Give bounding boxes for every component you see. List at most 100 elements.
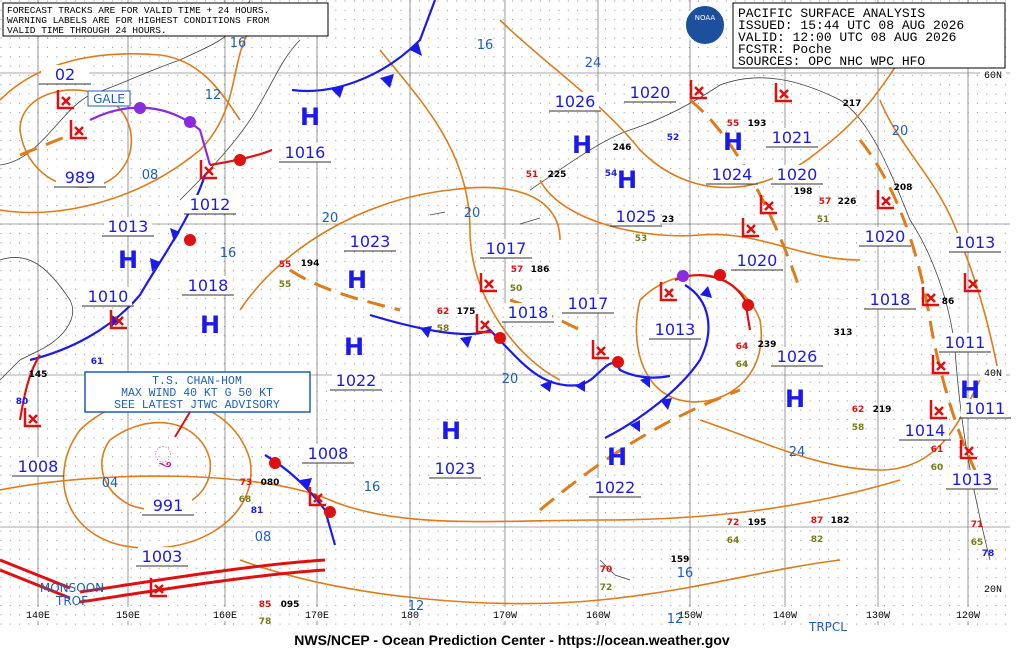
low-symbol [876, 190, 894, 210]
header-line: SOURCES: OPC NHC WPC HFO [738, 54, 925, 69]
pressure-label: 1011 [965, 399, 1006, 418]
occluded-pips [134, 102, 689, 282]
lat-label: 40N [984, 369, 1002, 380]
lon-label-box [208, 607, 242, 621]
storm-icon: ુ [154, 443, 171, 468]
station-value: 70 [600, 565, 613, 575]
station-value: 159 [671, 555, 690, 565]
high-center: H [344, 333, 364, 361]
isobar-label: 20 [892, 124, 909, 139]
pressure-label: 1010 [88, 287, 129, 306]
pressure-label-bg [504, 303, 552, 322]
pressure-label: 1022 [336, 371, 377, 390]
lon-label: 160W [586, 611, 610, 622]
pressure-label-bg [41, 65, 89, 84]
lon-label-box [673, 607, 707, 621]
lon-label: 170W [493, 611, 517, 622]
pressure-label-bg [861, 227, 909, 246]
lon-label: 160E [213, 611, 237, 622]
pressure-label: 1013 [955, 233, 996, 252]
pressure-label: 1018 [188, 276, 229, 295]
lon-label-box [393, 607, 427, 621]
pressure-label-bg [482, 239, 530, 258]
gale-box [87, 90, 131, 107]
pressure-label-bg [941, 333, 989, 352]
pressure-label-bg [304, 444, 352, 463]
station-value: 62 [437, 307, 450, 317]
station-value: 145 [29, 370, 48, 380]
pressure-label-bg [332, 371, 380, 390]
note-line: FORECAST TRACKS ARE FOR VALID TIME + 24 … [7, 5, 269, 16]
gale-label: GALE [93, 92, 125, 106]
pressure-label: 991 [153, 496, 184, 515]
low-symbol [659, 282, 677, 302]
lon-label: 150E [116, 611, 140, 622]
low-symbol [69, 120, 87, 140]
pressure-label: 1020 [777, 165, 818, 184]
lon-label-box [21, 607, 55, 621]
station-value: 175 [457, 307, 476, 317]
monsoon-label: MONSOON [40, 581, 104, 595]
low-symbol [689, 80, 707, 100]
lon-label-box [768, 607, 802, 621]
isobar-label: 04 [102, 476, 119, 491]
station-value: 81 [251, 506, 264, 516]
isobar-label: 24 [585, 56, 602, 71]
station-value: 55 [279, 260, 292, 270]
pressure-label-bg [56, 168, 104, 187]
station-value: 87 [811, 516, 824, 526]
pressure-label-bg [733, 251, 781, 270]
pressure-label: 1017 [568, 294, 609, 313]
pressure-label: 1008 [18, 457, 59, 476]
station-value: 65 [971, 538, 984, 548]
isobar-label: 12 [408, 599, 425, 614]
high-center: H [723, 128, 743, 156]
header-line: PACIFIC SURFACE ANALYSIS [738, 6, 925, 21]
station-value: 58 [437, 324, 450, 334]
station-value: 51 [526, 170, 539, 180]
station-value: 85 [259, 600, 272, 610]
station-value: 62 [852, 405, 865, 415]
station-value: 239 [758, 340, 777, 350]
pressure-label: 1018 [870, 290, 911, 309]
station-value: 55 [279, 280, 292, 290]
pressure-label: 1016 [285, 143, 326, 162]
high-center: H [572, 131, 592, 159]
pressure-label: 1020 [630, 83, 671, 102]
isobar-label: 08 [142, 168, 159, 183]
lat-label: 60N [984, 71, 1002, 82]
noaa-logo [684, 4, 726, 46]
high-center: H [785, 385, 805, 413]
station-value: 86 [942, 297, 955, 307]
pressure-label-bg [184, 276, 232, 295]
station-value: 73 [240, 478, 253, 488]
station-value: 52 [667, 133, 680, 143]
monsoon-trough [0, 558, 326, 604]
pressure-label-bg [346, 232, 394, 251]
low-symbol [591, 340, 609, 360]
high-center: H [607, 443, 627, 471]
isobars [0, 19, 1001, 605]
station-value: 72 [600, 583, 613, 593]
high-center: H [960, 376, 980, 404]
lon-label-box [861, 607, 895, 621]
high-center: H [617, 166, 637, 194]
station-value: 68 [239, 495, 252, 505]
isobar-label: 20 [322, 211, 339, 226]
station-value: 208 [894, 183, 913, 193]
header-box [732, 2, 1006, 69]
low-symbol [109, 310, 127, 330]
isobar-label: 24 [789, 445, 806, 460]
low-symbol [774, 83, 792, 103]
pressure-label: 989 [65, 168, 96, 187]
pressure-label: 1025 [616, 207, 657, 226]
low-symbol [23, 408, 41, 428]
low-symbol [929, 400, 947, 420]
station-value: 186 [531, 265, 550, 275]
isobar-label: 20 [464, 206, 481, 221]
lat-label: 20N [984, 585, 1002, 596]
station-value: 182 [831, 516, 850, 526]
station-value: 82 [811, 535, 824, 545]
pressure-label-bg [901, 421, 949, 440]
isobar-label: 12 [205, 88, 222, 103]
